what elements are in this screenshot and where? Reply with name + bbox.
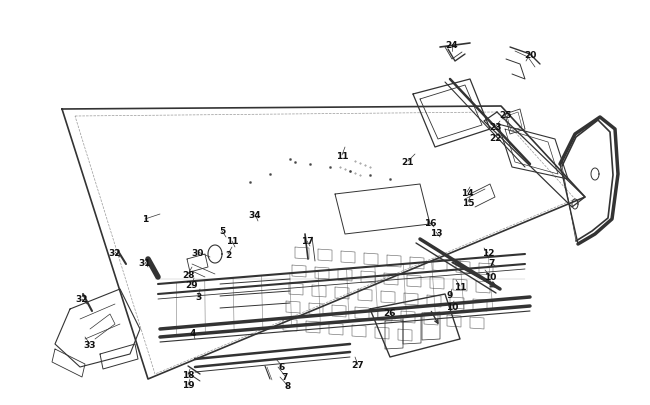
Text: 19: 19 [182,381,194,390]
Text: 3: 3 [195,293,201,302]
Text: 4: 4 [190,328,196,337]
Text: 11: 11 [454,282,466,291]
Text: 29: 29 [186,281,198,290]
Text: 28: 28 [182,270,194,279]
Text: 24: 24 [446,40,458,49]
Text: 26: 26 [384,309,396,318]
Text: 13: 13 [430,228,442,237]
Text: 22: 22 [489,133,502,142]
Text: 32: 32 [76,295,88,304]
Text: 7: 7 [489,259,495,268]
Text: 9: 9 [447,291,453,300]
Text: 1: 1 [142,215,148,224]
Text: 2: 2 [225,250,231,259]
Text: 10: 10 [446,302,458,311]
Text: 27: 27 [352,360,364,370]
Text: 15: 15 [462,198,474,207]
Text: 18: 18 [182,371,194,379]
Text: 7: 7 [282,371,288,381]
Text: 34: 34 [249,210,261,219]
Text: 16: 16 [424,219,436,228]
Text: 14: 14 [461,188,473,197]
Text: 31: 31 [138,258,151,267]
Text: 20: 20 [524,50,536,60]
Text: 10: 10 [484,272,496,281]
Text: 30: 30 [192,248,204,257]
Text: 11: 11 [336,151,348,160]
Text: 21: 21 [402,157,414,166]
Text: 6: 6 [279,362,285,371]
Text: 33: 33 [84,340,96,349]
Text: 12: 12 [482,249,494,258]
Text: 11: 11 [226,237,239,246]
Text: 17: 17 [301,237,313,246]
Text: 5: 5 [219,227,225,236]
Text: 23: 23 [489,122,502,131]
Text: 25: 25 [500,110,512,119]
Text: 8: 8 [285,382,291,390]
Text: 32: 32 [109,248,122,257]
